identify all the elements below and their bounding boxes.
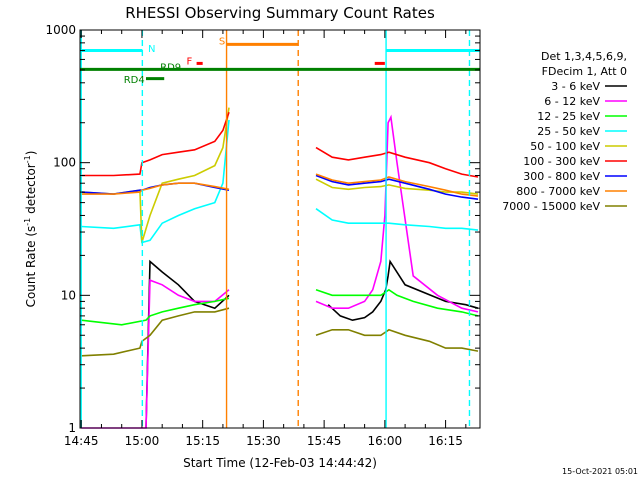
x-tick-label-5: 16:00 <box>368 434 403 448</box>
x-axis-label: Start Time (12-Feb-03 14:44:42) <box>183 456 377 470</box>
time-markers <box>80 30 471 428</box>
legend-entry-4: 50 - 100 keV <box>530 140 600 153</box>
flag-label-2: F <box>186 56 192 67</box>
series-line-2 <box>81 288 479 326</box>
y-label-sup2: -1 <box>23 155 32 163</box>
y-label-mid: detector <box>24 163 38 218</box>
y-axis-label: Count Rate (s-1 detector-1) <box>23 151 38 308</box>
x-tick-label-0: 14:45 <box>64 434 99 448</box>
series-line-7 <box>81 173 479 197</box>
x-tick-label-6: 16:15 <box>428 434 463 448</box>
legend-entry-8: 7000 - 15000 keV <box>502 200 600 213</box>
flag-label-4: RD4 <box>124 75 145 86</box>
x-tick-label-4: 15:45 <box>307 434 342 448</box>
chart-title: RHESSI Observing Summary Count Rates <box>125 4 435 22</box>
series-line-5 <box>81 111 479 178</box>
footer-stamp: 15-Oct-2021 05:01 <box>562 467 638 476</box>
x-tick-label-2: 15:15 <box>185 434 220 448</box>
y-label-sup1: -1 <box>23 218 32 226</box>
legend: Det 1,3,4,5,6,9, FDecim 1, Att 0 3 - 6 keV… <box>502 50 627 213</box>
plot-frame <box>79 29 481 429</box>
y-tick-label-2: 100 <box>53 156 76 170</box>
y-tick-label-0: 1 <box>68 421 76 435</box>
x-tick-label-1: 15:00 <box>125 434 160 448</box>
x-tick-label-3: 15:30 <box>246 434 281 448</box>
legend-header-1: FDecim 1, Att 0 <box>542 65 627 78</box>
y-tick-label-3: 1000 <box>45 23 76 37</box>
legend-entry-2: 12 - 25 keV <box>537 110 600 123</box>
series-line-3 <box>81 119 479 244</box>
legend-header-0: Det 1,3,4,5,6,9, <box>541 50 627 63</box>
flag-label-0: N <box>148 44 155 55</box>
series-layer <box>81 107 479 429</box>
flag-label-1: S <box>219 36 225 47</box>
axes: 14:45 15:00 15:15 15:30 15:45 16:00 16:15 1 10 10… <box>45 23 480 448</box>
legend-entry-0: 3 - 6 keV <box>551 80 600 93</box>
y-label-main: Count Rate (s <box>24 226 38 308</box>
series-line-8 <box>81 307 479 357</box>
legend-entry-3: 25 - 50 keV <box>537 125 600 138</box>
flag-bars: N S F RD9 RD4 <box>80 36 480 86</box>
series-line-0-segment <box>145 259 230 429</box>
legend-entry-7: 800 - 7000 keV <box>516 185 600 198</box>
y-label-end: ) <box>24 151 38 156</box>
legend-entry-6: 300 - 800 keV <box>523 170 600 183</box>
y-tick-label-1: 10 <box>61 288 76 302</box>
legend-entry-5: 100 - 300 keV <box>523 155 600 168</box>
legend-entry-1: 6 - 12 keV <box>544 95 600 108</box>
flag-label-3: RD9 <box>160 63 181 74</box>
